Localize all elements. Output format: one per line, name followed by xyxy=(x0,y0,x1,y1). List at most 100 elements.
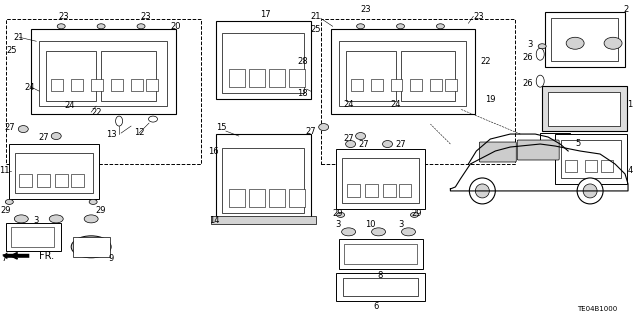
Ellipse shape xyxy=(356,24,365,29)
Text: 22: 22 xyxy=(480,57,491,66)
Bar xyxy=(216,134,310,219)
Text: 25: 25 xyxy=(310,25,321,34)
Ellipse shape xyxy=(356,133,365,139)
Text: 6: 6 xyxy=(374,302,380,311)
Ellipse shape xyxy=(536,75,544,87)
Bar xyxy=(431,79,442,91)
Text: 24: 24 xyxy=(344,100,354,108)
Text: 3: 3 xyxy=(33,216,39,225)
Text: 23: 23 xyxy=(141,12,151,21)
Bar xyxy=(401,51,456,101)
Ellipse shape xyxy=(383,141,392,147)
Bar xyxy=(15,153,93,193)
FancyBboxPatch shape xyxy=(479,142,516,162)
Text: 21: 21 xyxy=(13,33,24,42)
Bar xyxy=(339,239,424,269)
Ellipse shape xyxy=(137,24,145,29)
Text: 12: 12 xyxy=(134,128,144,137)
Ellipse shape xyxy=(71,236,111,258)
Bar xyxy=(211,216,316,224)
Bar xyxy=(229,69,245,87)
Text: 3: 3 xyxy=(335,220,340,229)
Bar xyxy=(216,21,310,99)
Text: 23: 23 xyxy=(473,12,484,21)
Bar xyxy=(399,184,412,197)
Ellipse shape xyxy=(566,37,584,49)
Text: 7: 7 xyxy=(2,254,7,263)
Bar xyxy=(46,51,96,101)
Bar xyxy=(342,278,419,296)
Bar xyxy=(6,19,201,164)
Ellipse shape xyxy=(372,228,385,236)
Text: 19: 19 xyxy=(485,95,495,104)
Bar xyxy=(339,41,467,106)
Bar xyxy=(540,133,570,151)
Ellipse shape xyxy=(49,215,63,223)
Text: 17: 17 xyxy=(260,10,271,19)
Bar xyxy=(410,79,422,91)
Bar xyxy=(371,79,383,91)
Bar xyxy=(111,79,123,91)
Bar xyxy=(12,227,54,247)
Bar xyxy=(346,51,396,101)
Circle shape xyxy=(583,184,597,198)
Text: 3: 3 xyxy=(527,40,533,49)
FancyArrow shape xyxy=(3,252,29,259)
Text: 27: 27 xyxy=(358,139,369,149)
Text: 26: 26 xyxy=(522,79,532,88)
Circle shape xyxy=(577,178,603,204)
Text: 29: 29 xyxy=(332,209,343,219)
Text: 27: 27 xyxy=(4,122,15,131)
FancyBboxPatch shape xyxy=(517,140,559,160)
Text: 27: 27 xyxy=(395,139,406,149)
Bar xyxy=(222,148,304,213)
Text: 18: 18 xyxy=(298,89,308,98)
Bar xyxy=(289,189,305,207)
Ellipse shape xyxy=(5,199,13,204)
Ellipse shape xyxy=(57,24,65,29)
Ellipse shape xyxy=(538,44,546,49)
Bar xyxy=(321,19,515,164)
Bar xyxy=(31,29,176,114)
Ellipse shape xyxy=(89,199,97,204)
Text: 1: 1 xyxy=(627,100,633,108)
Text: 16: 16 xyxy=(209,146,220,156)
Text: 29: 29 xyxy=(412,209,422,219)
Ellipse shape xyxy=(319,123,329,130)
Ellipse shape xyxy=(14,215,28,223)
Ellipse shape xyxy=(436,24,444,29)
Bar xyxy=(91,79,103,91)
Bar xyxy=(561,140,621,178)
Text: 5: 5 xyxy=(575,138,580,147)
Ellipse shape xyxy=(604,37,622,49)
Text: FR.: FR. xyxy=(39,251,54,261)
Text: 29: 29 xyxy=(96,206,106,215)
Bar xyxy=(39,41,167,106)
Text: 14: 14 xyxy=(209,216,219,225)
Text: 20: 20 xyxy=(171,22,181,31)
Ellipse shape xyxy=(97,24,105,29)
Text: 21: 21 xyxy=(310,12,321,21)
Bar xyxy=(289,69,305,87)
Bar xyxy=(331,29,476,114)
Ellipse shape xyxy=(148,116,157,122)
Bar xyxy=(585,160,597,172)
Bar xyxy=(131,79,143,91)
Bar xyxy=(445,79,458,91)
Bar xyxy=(19,174,32,187)
Text: 27: 27 xyxy=(305,127,316,136)
Ellipse shape xyxy=(536,48,544,60)
Text: 23: 23 xyxy=(58,12,68,21)
Circle shape xyxy=(469,178,495,204)
Ellipse shape xyxy=(19,126,28,133)
Bar xyxy=(545,12,625,67)
Bar xyxy=(6,223,61,251)
Ellipse shape xyxy=(401,228,415,236)
Bar xyxy=(344,244,417,264)
Bar xyxy=(351,79,363,91)
Ellipse shape xyxy=(342,228,356,236)
Text: 27: 27 xyxy=(38,133,49,142)
Bar xyxy=(365,184,378,197)
Bar xyxy=(347,184,360,197)
Bar xyxy=(269,189,285,207)
